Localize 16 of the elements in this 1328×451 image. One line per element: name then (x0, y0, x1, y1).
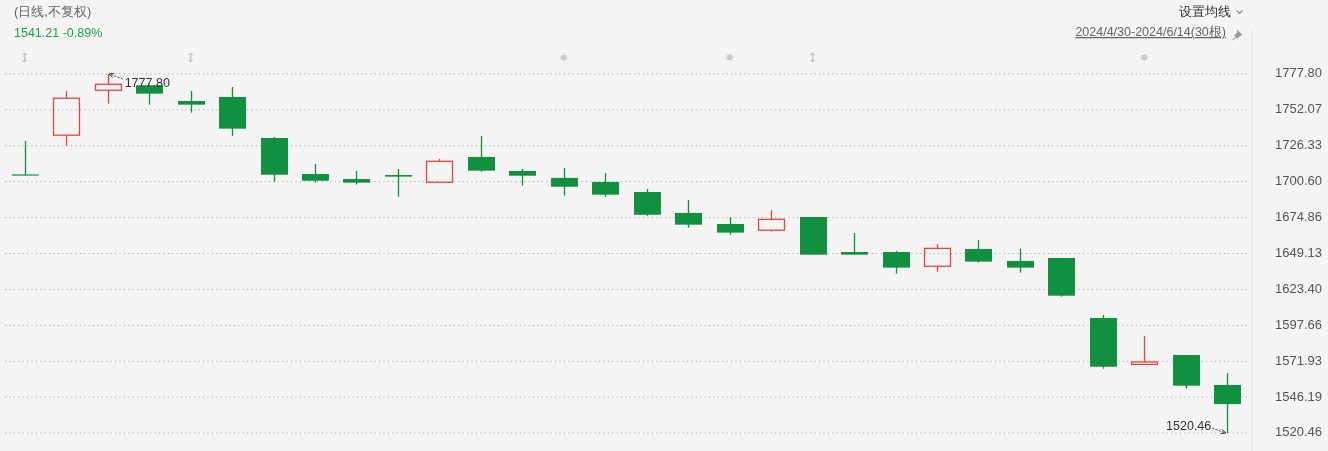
y-tick-label: 1597.66 (1275, 316, 1322, 332)
y-tick-label: 1571.93 (1275, 352, 1322, 368)
annotation: 1520.46 (1166, 419, 1212, 434)
y-tick-label: 1674.86 (1275, 209, 1322, 225)
y-tick-label: 1623.40 (1275, 280, 1322, 296)
annotation: 2024/4/30-2024/6/14(30根) (1075, 25, 1226, 39)
y-tick-label: 1546.19 (1275, 388, 1322, 404)
y-tick-label: 1700.60 (1275, 173, 1322, 189)
y-tick-label: 1520.46 (1275, 424, 1322, 440)
y-tick-label: 1752.07 (1275, 101, 1322, 117)
y-tick-label: 1649.13 (1275, 244, 1322, 260)
chart-subtitle: 1541.21 -0.89% (14, 26, 103, 40)
y-tick-label: 1726.33 (1275, 137, 1322, 153)
chart-title: (日线,不复权) (14, 4, 92, 19)
text: 设置均线 (1179, 4, 1231, 19)
y-tick-label: 1777.80 (1275, 65, 1322, 81)
